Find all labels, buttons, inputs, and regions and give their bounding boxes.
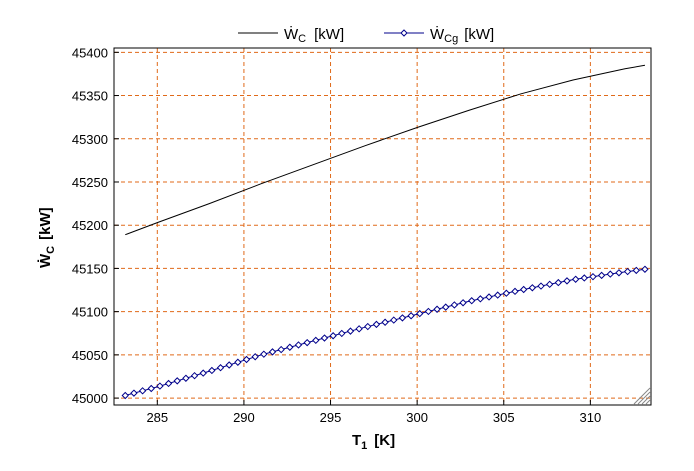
data-point-marker <box>216 364 225 372</box>
data-point-marker <box>190 371 199 380</box>
data-point-marker <box>597 271 606 280</box>
grid <box>114 48 651 405</box>
data-point-marker <box>398 314 407 322</box>
data-point-marker <box>121 391 129 400</box>
x-tick-label: 285 <box>146 410 168 425</box>
data-point-marker <box>156 382 164 390</box>
data-point-marker <box>164 379 173 388</box>
data-point-marker <box>338 329 346 338</box>
x-tick-label: 290 <box>233 410 255 425</box>
data-point-marker <box>468 297 476 305</box>
x-tick-label: 310 <box>580 410 602 425</box>
legend-label-wcg: ẆCg [kW] <box>430 25 494 45</box>
data-point-marker <box>277 345 285 354</box>
data-point-marker <box>615 269 623 277</box>
x-tick-label: 305 <box>493 410 515 425</box>
y-tick-label: 45350 <box>72 89 108 104</box>
data-point-marker <box>511 287 519 296</box>
data-point-marker <box>554 278 563 287</box>
data-point-marker <box>442 303 450 311</box>
y-tick-label: 45400 <box>72 45 108 60</box>
data-point-marker <box>563 277 571 285</box>
data-point-marker <box>537 282 545 290</box>
y-tick-label: 45100 <box>72 305 108 320</box>
plot-frame <box>113 47 652 406</box>
data-point-marker <box>312 336 320 345</box>
data-point-marker <box>424 307 433 316</box>
legend-label-wc: ẆC [kW] <box>284 25 344 45</box>
y-tick-label: 45000 <box>72 391 108 406</box>
y-tick-label: 45050 <box>72 348 108 363</box>
data-point-marker <box>260 350 268 358</box>
legend: ẆC [kW] ẆCg [kW] <box>238 25 494 45</box>
data-point-marker <box>182 374 190 382</box>
data-point-marker <box>225 361 233 369</box>
y-tick-label: 45250 <box>72 175 108 190</box>
data-point-marker <box>545 280 554 289</box>
data-point-marker <box>623 267 632 276</box>
y-tick-label: 45200 <box>72 218 108 233</box>
data-point-marker <box>173 377 181 385</box>
data-point-marker <box>268 348 277 356</box>
data-point-marker <box>251 353 259 361</box>
x-tick-label: 300 <box>406 410 428 425</box>
data-point-marker <box>641 265 649 273</box>
ticks: 285 290 295 300 305 310 45000 45050 45100 45150 45… <box>72 45 601 425</box>
y-tick-label: 45150 <box>72 261 108 276</box>
data-point-marker <box>364 322 372 331</box>
x-axis-title: T1 [K] <box>352 432 395 452</box>
data-point-marker <box>571 275 580 283</box>
data-point-marker <box>372 320 381 329</box>
data-point-marker <box>493 291 502 299</box>
data-point-marker <box>208 366 216 375</box>
data-point-marker <box>329 332 337 340</box>
x-tick-label: 295 <box>320 410 342 425</box>
data-point-marker <box>303 338 311 347</box>
data-point-marker <box>502 289 511 297</box>
data-point-marker <box>433 305 441 313</box>
data-point-marker <box>242 355 251 364</box>
data-point-marker <box>199 369 207 377</box>
data-point-marker <box>147 384 155 393</box>
data-point-marker <box>589 272 597 281</box>
data-point-marker <box>234 358 242 366</box>
data-point-marker <box>294 341 303 349</box>
data-point-marker <box>459 299 467 307</box>
data-point-marker <box>130 389 138 397</box>
data-point-marker <box>528 284 537 292</box>
y-tick-label: 45300 <box>72 132 108 147</box>
data-point-marker <box>519 285 528 294</box>
data-point-marker <box>632 266 640 275</box>
data-point-marker <box>390 316 398 324</box>
data-point-marker <box>606 270 614 278</box>
legend-marker-wcg <box>400 29 408 37</box>
data-point-marker <box>286 343 294 351</box>
data-point-marker <box>416 309 424 318</box>
y-axis-title: ẆC[kW] <box>37 207 57 268</box>
data-point-marker <box>485 293 493 301</box>
series-line-1 <box>125 64 646 236</box>
data-point-marker <box>320 334 329 342</box>
data-point-marker <box>346 327 355 335</box>
data-point-marker <box>476 295 485 303</box>
data-point-marker <box>450 301 459 309</box>
data-point-marker <box>407 312 415 320</box>
resize-grip-icon <box>633 387 651 405</box>
series <box>121 64 649 400</box>
data-point-marker <box>580 274 589 282</box>
data-point-marker <box>138 387 147 395</box>
data-point-marker <box>381 318 389 326</box>
data-point-marker <box>355 325 363 333</box>
